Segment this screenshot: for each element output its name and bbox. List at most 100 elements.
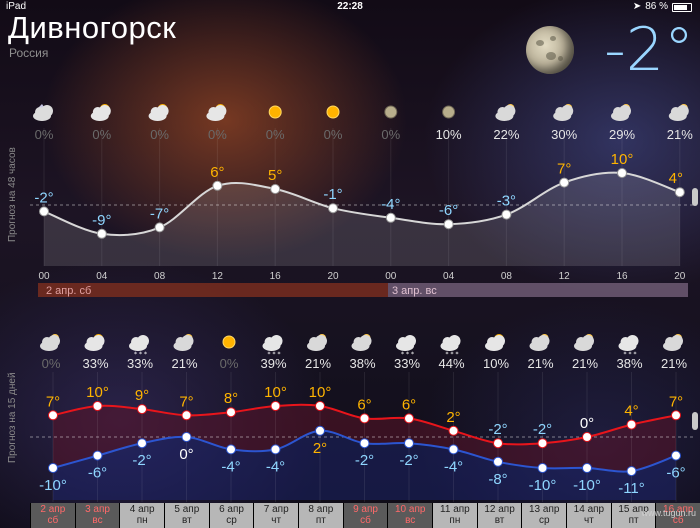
daily-min-label: -10° <box>39 477 67 494</box>
hourly-precip-label: 21% <box>667 127 693 142</box>
moon-icon <box>384 105 398 119</box>
day-cell[interactable]: 11 апр пн <box>432 503 477 528</box>
daily-min-point <box>448 444 459 455</box>
daily-min-point <box>404 438 414 449</box>
day-date: 10 апр <box>394 504 426 515</box>
daily-max-label: 10° <box>264 384 287 401</box>
daily-date-row: 2 апр сб 3 апр вс 4 апр пн 5 апр вт 6 апр ср 7 апр… <box>30 503 700 528</box>
daily-min-label: -11° <box>618 480 645 497</box>
daily-min-point <box>582 463 592 473</box>
daily-panel-handle[interactable] <box>692 412 698 430</box>
day-of-week: сб <box>47 515 59 526</box>
svg-text:*: * <box>456 351 459 358</box>
daily-precip-label: 33% <box>82 356 108 371</box>
hourly-temp-label: -3° <box>497 193 516 210</box>
snow-cloud-icon: * * * <box>129 335 149 358</box>
status-bar: iPad 22:28 ➤ 86 % <box>0 0 700 14</box>
day-bar-sun <box>388 283 688 297</box>
day-of-week: пн <box>136 515 148 526</box>
day-cell[interactable]: 10 апр вс <box>387 503 433 528</box>
status-right: ➤ 86 % <box>633 0 692 14</box>
day-cell[interactable]: 8 апр пт <box>298 503 343 528</box>
daily-min-point <box>92 450 103 461</box>
partly-cloudy-sun-icon <box>148 104 169 121</box>
day-cell[interactable]: 6 апр ср <box>208 503 254 528</box>
hourly-precip-label: 0% <box>150 127 169 142</box>
svg-text:*: * <box>134 351 137 358</box>
hourly-day-label: 3 апр. вс <box>392 285 437 297</box>
hourly-hour-label: 04 <box>96 271 108 282</box>
daily-max-label: 7° <box>179 393 193 410</box>
day-cell[interactable]: 7 апр чт <box>253 503 299 528</box>
daily-max-label: 7° <box>46 393 60 410</box>
svg-text:*: * <box>144 351 147 358</box>
daily-max-point <box>137 404 147 415</box>
partly-cloudy-icon <box>495 104 516 121</box>
day-of-week: чт <box>584 515 594 526</box>
day-cell[interactable]: 2 апр сб <box>30 503 75 528</box>
day-date: 3 апр <box>85 504 110 515</box>
daily-min-label: -10° <box>573 477 601 494</box>
hourly-hour-label: 08 <box>501 271 513 282</box>
day-date: 13 апр <box>529 504 560 515</box>
daily-min-label: -2° <box>399 452 418 469</box>
daily-min-label: -8° <box>488 471 507 488</box>
hourly-temp-label: -4° <box>381 196 400 213</box>
day-cell[interactable]: 12 апр вт <box>476 503 522 528</box>
sun-icon <box>326 105 340 119</box>
clock: 22:28 <box>337 1 363 12</box>
partly-cloudy-icon <box>40 334 60 351</box>
day-bar-sat <box>38 283 388 297</box>
hourly-temp-point <box>501 209 512 220</box>
watermark: www.tugun.ru <box>641 508 696 518</box>
hourly-hour-label: 08 <box>154 271 166 282</box>
day-cell[interactable]: 13 апр ср <box>521 503 567 528</box>
hourly-panel-handle[interactable] <box>692 188 698 206</box>
hourly-hour-label: 16 <box>616 271 628 282</box>
hourly-temp-point <box>617 168 627 178</box>
hourly-precip-label: 0% <box>35 127 54 142</box>
daily-precip-label: 21% <box>661 356 687 371</box>
day-cell[interactable]: 4 апр пн <box>119 503 165 528</box>
device-label: iPad <box>6 1 27 12</box>
daily-precip-label: 38% <box>616 356 642 371</box>
daily-min-point <box>671 450 681 461</box>
daily-max-label: 4° <box>624 403 638 420</box>
battery-percent: 86 % <box>645 1 668 12</box>
day-cell[interactable]: 5 апр вт <box>164 503 209 528</box>
daily-max-label: 2° <box>446 409 460 426</box>
snow-cloud-icon: * * * <box>618 335 639 358</box>
daily-max-point <box>671 410 681 421</box>
hourly-precip-label: 10% <box>436 127 462 142</box>
day-of-week: пн <box>449 515 461 526</box>
svg-text:*: * <box>401 351 404 358</box>
hourly-temp-label: -2° <box>34 189 53 206</box>
country-name: Россия <box>9 46 49 60</box>
day-cell[interactable]: 14 апр чт <box>566 503 611 528</box>
daily-max-point <box>359 413 370 424</box>
moon-phase-icon <box>526 26 574 74</box>
hourly-temp-label: -1° <box>323 186 342 203</box>
hourly-temp-label: 6° <box>210 164 224 181</box>
day-cell[interactable]: 15 апр пт <box>610 503 656 528</box>
daily-max-label: 6° <box>357 396 371 413</box>
battery-icon <box>672 2 692 12</box>
day-date: 4 апр <box>129 504 155 515</box>
daily-min-point <box>226 444 236 455</box>
hourly-area-fill <box>44 172 680 266</box>
partly-cloudy-icon <box>668 104 689 121</box>
day-cell[interactable]: 9 апр сб <box>342 503 388 528</box>
daily-min-label: -2° <box>355 452 374 469</box>
day-cell[interactable]: 16 апр сб <box>655 503 700 528</box>
day-cell[interactable]: 3 апр вс <box>74 503 120 528</box>
partly-cloudy-sun-icon <box>90 104 111 121</box>
daily-min-label: -2° <box>132 452 151 469</box>
daily-max-point <box>181 410 192 421</box>
daily-precip-label: 10% <box>483 356 509 371</box>
city-name[interactable]: Дивногорск <box>8 10 177 45</box>
daily-max-point <box>626 419 637 430</box>
hourly-temp-label: -7° <box>150 205 169 222</box>
sun-icon <box>268 105 282 119</box>
daily-min-point <box>359 438 370 449</box>
hourly-temp-label: 10° <box>611 151 634 168</box>
